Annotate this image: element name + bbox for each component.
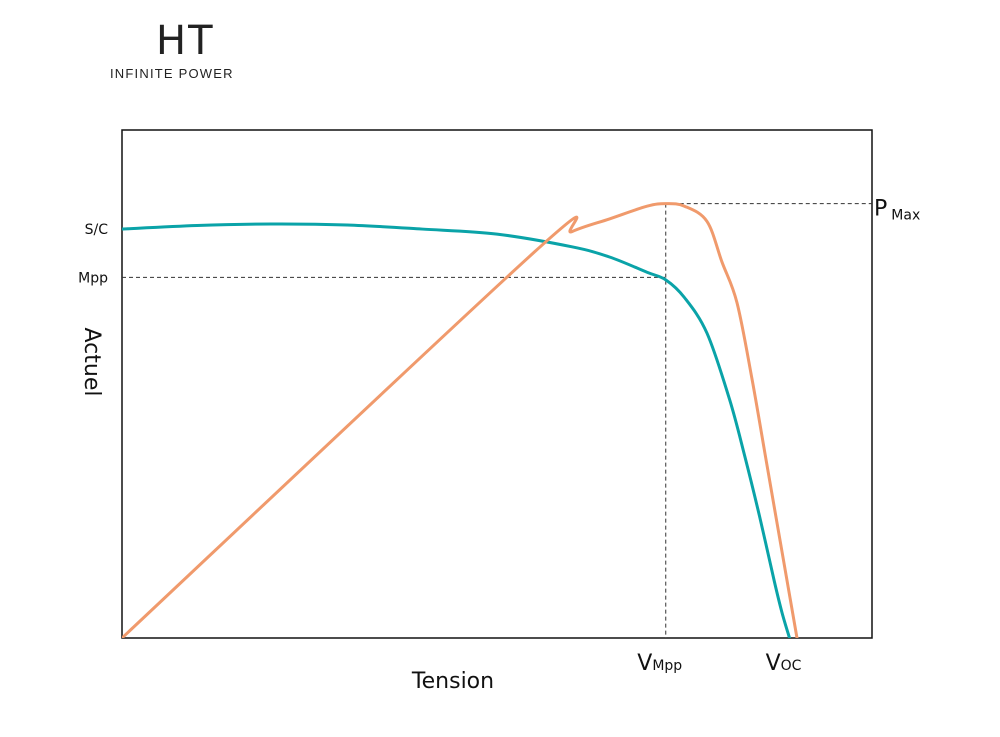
y-marker-sc: S/C xyxy=(85,222,109,238)
power-curve xyxy=(122,202,799,638)
current-curve xyxy=(122,222,791,638)
logo-text: HT xyxy=(156,18,215,64)
pmax-label: P Max xyxy=(874,197,920,224)
x-marker-oc: VOC xyxy=(766,651,802,676)
logo-tagline: INFINITE POWER xyxy=(110,66,234,81)
x-marker-mpp: VMpp xyxy=(637,651,682,676)
y-axis-label: Actuel xyxy=(79,328,104,397)
x-axis-label: Tension xyxy=(411,669,494,694)
y-marker-mpp: Mpp xyxy=(78,270,108,286)
plot-frame xyxy=(121,129,873,639)
guide-lines xyxy=(122,203,872,638)
pmax-text: P Max xyxy=(874,197,920,224)
series-layer xyxy=(122,202,799,638)
y-marker-labels: S/C Mpp xyxy=(78,222,108,286)
x-marker-labels: VMpp VOC xyxy=(637,651,801,676)
brand-logo: HT INFINITE POWER xyxy=(100,18,270,88)
ht-logo-mark: HT xyxy=(156,18,215,64)
